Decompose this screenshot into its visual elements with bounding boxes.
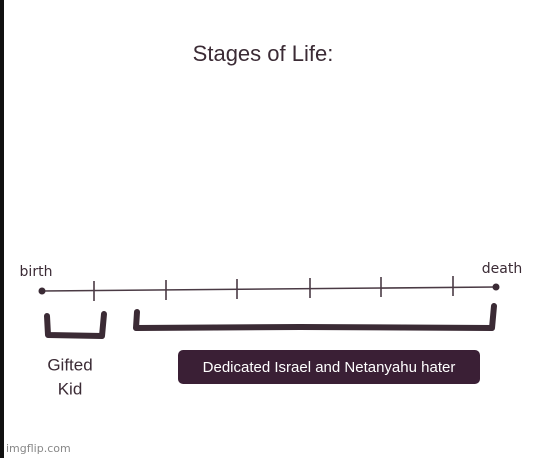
watermark: imgflip.com xyxy=(6,442,71,455)
hater-bracket xyxy=(133,303,497,331)
hater-label-box xyxy=(178,350,480,384)
left-edge xyxy=(0,0,4,458)
gifted-label: Gifted xyxy=(47,355,92,374)
timeline-line xyxy=(41,286,497,292)
hater-label: Dedicated Israel and Netanyahu hater xyxy=(203,359,456,376)
death-dot xyxy=(492,283,500,291)
death-label: death xyxy=(482,261,522,277)
birth-dot xyxy=(38,287,46,295)
title: Stages of Life: xyxy=(193,41,334,66)
timeline xyxy=(41,276,497,301)
gifted-bracket xyxy=(44,311,107,339)
kid-label: Kid xyxy=(58,379,83,398)
birth-label: birth xyxy=(20,264,53,280)
